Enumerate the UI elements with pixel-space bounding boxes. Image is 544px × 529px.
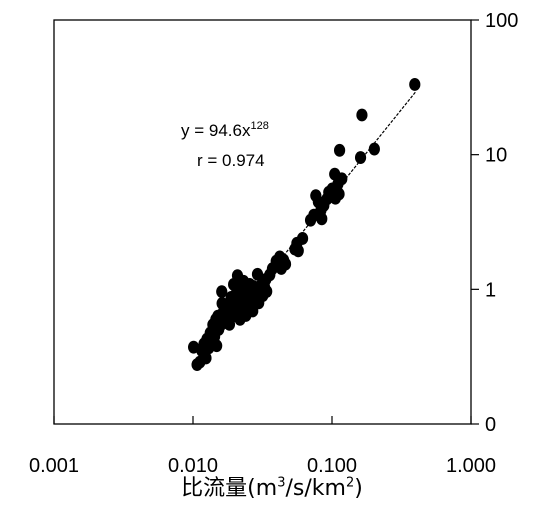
equation-base-text: y = 94.6x xyxy=(181,121,251,140)
x-tick-label: 1.000 xyxy=(446,455,496,477)
y-tick-label: 10 xyxy=(485,145,507,167)
x-tick-label: 0.100 xyxy=(307,455,357,477)
data-point xyxy=(354,151,367,164)
data-point xyxy=(356,108,368,122)
equation-exponent-text: 128 xyxy=(250,120,268,132)
x-axis-title-exp1: 3 xyxy=(277,475,286,491)
data-point xyxy=(333,187,345,201)
x-axis-title-end: ) xyxy=(354,476,363,501)
x-axis-title-main: 比流量(m xyxy=(181,476,278,501)
x-tick-label: 0.010 xyxy=(168,455,218,477)
data-point xyxy=(261,285,273,298)
y-axis-ticks: 0 1 10 100 xyxy=(471,10,518,436)
data-point xyxy=(251,267,264,281)
x-axis-ticks: 0.001 0.010 0.100 1.000 xyxy=(29,416,496,477)
correlation-annotation: r = 0.974 xyxy=(197,151,265,170)
data-point xyxy=(409,78,421,91)
data-point xyxy=(336,172,348,186)
data-point xyxy=(211,339,223,353)
data-point xyxy=(292,244,304,258)
x-tick-label: 0.001 xyxy=(29,455,79,477)
data-point xyxy=(216,285,228,298)
data-point xyxy=(368,142,380,156)
data-point xyxy=(316,212,328,226)
equation-annotation: y = 94.6x128 xyxy=(181,120,269,140)
trend-line xyxy=(198,91,417,362)
data-points xyxy=(188,78,421,372)
plot-area-frame xyxy=(53,19,472,425)
data-point xyxy=(279,257,292,271)
x-axis-title-mid: /s/km xyxy=(285,476,346,501)
data-point xyxy=(200,351,212,365)
y-tick-label: 100 xyxy=(485,10,518,32)
y-tick-label: 0 xyxy=(485,414,496,436)
data-point xyxy=(296,232,309,245)
y-tick-label: 1 xyxy=(485,279,496,301)
x-axis-title: 比流量(m3/s/km2) xyxy=(0,470,544,502)
x-axis-title-exp2: 2 xyxy=(345,475,355,491)
data-point xyxy=(333,143,346,157)
